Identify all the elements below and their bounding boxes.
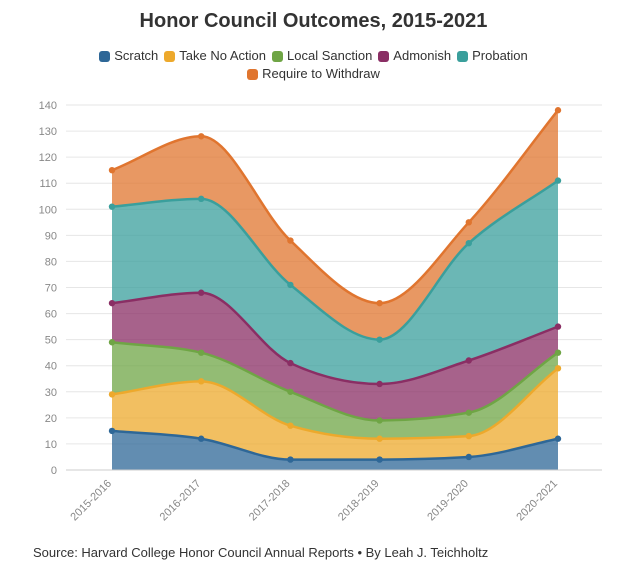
legend-swatch [272,50,284,62]
x-tick-label: 2019-2020 [425,478,471,524]
data-points [108,107,562,463]
data-point[interactable] [198,289,205,296]
y-tick-label: 100 [39,204,57,216]
area-series [112,110,558,470]
y-tick-label: 130 [39,126,57,138]
source-note: Source: Harvard College Honor Council An… [33,545,489,560]
x-tick-label: 2017-2018 [247,478,293,524]
data-point[interactable] [376,435,383,442]
data-point[interactable] [287,388,294,395]
data-point[interactable] [465,357,472,364]
data-point[interactable] [465,409,472,416]
data-point[interactable] [465,432,472,440]
y-tick-label: 120 [39,152,57,164]
y-tick-label: 0 [51,465,57,477]
data-point[interactable] [376,336,383,343]
chart-legend: Scratch Take No Action Local Sanction Admon… [40,48,587,82]
area-require-to-withdraw[interactable] [112,110,558,340]
legend-item[interactable]: Require to Withdraw [247,66,380,82]
line-local-sanction [111,341,559,422]
y-tick-label: 20 [45,413,57,425]
area-local-sanction[interactable] [112,342,558,439]
data-point[interactable] [287,456,294,463]
line-take-no-action [111,367,559,440]
line-scratch [111,429,559,461]
data-point[interactable] [554,365,562,372]
y-tick-label: 90 [45,230,57,242]
data-point[interactable] [108,427,116,435]
y-tick-label: 80 [45,256,57,268]
area-admonish[interactable] [112,292,558,421]
legend-label: Take No Action [179,48,267,63]
data-point[interactable] [465,219,472,226]
legend-label: Scratch [114,48,159,63]
y-tick-label: 30 [45,387,57,399]
data-point[interactable] [108,391,116,398]
legend-item[interactable]: Take No Action [164,48,266,64]
data-point[interactable] [198,195,205,203]
data-point[interactable] [287,281,294,289]
legend-swatch [378,50,390,62]
y-tick-label: 40 [45,361,57,373]
legend-swatch [457,50,469,62]
data-point[interactable] [554,349,562,356]
data-point[interactable] [465,239,472,247]
y-tick-label: 60 [45,309,57,321]
legend-label: Probation [472,48,528,63]
data-point[interactable] [554,435,562,442]
y-tick-label: 10 [45,439,57,451]
data-point[interactable] [108,339,116,346]
data-point[interactable] [376,299,383,307]
legend-item[interactable]: Probation [457,48,528,64]
y-tick-label: 50 [45,335,57,347]
data-point[interactable] [108,166,116,174]
legend-label: Local Sanction [287,48,373,63]
legend-label: Admonish [393,48,452,63]
data-point[interactable] [376,456,383,463]
chart-title: Honor Council Outcomes, 2015-2021 [139,10,488,32]
legend-swatch [164,50,176,62]
data-point[interactable] [198,349,205,356]
area-take-no-action[interactable] [112,368,558,460]
data-point[interactable] [108,299,116,307]
line-admonish [111,291,559,386]
data-point[interactable] [554,177,562,184]
y-tick-label: 110 [39,178,57,190]
legend-item[interactable]: Local Sanction [272,48,372,64]
x-tick-label: 2018-2019 [336,478,382,524]
x-tick-label: 2016-2017 [158,478,204,524]
data-point[interactable] [376,417,383,424]
legend-swatch [99,50,111,62]
data-point[interactable] [376,380,383,388]
area-probation[interactable] [112,180,558,384]
area-scratch[interactable] [112,430,558,470]
x-tick-label: 2020-2021 [514,478,560,524]
data-point[interactable] [465,453,472,461]
data-point[interactable] [287,422,294,429]
data-point[interactable] [198,378,205,385]
y-tick-label: 70 [45,283,57,295]
data-point[interactable] [554,107,562,114]
legend-item[interactable]: Admonish [378,48,451,64]
legend-label: Require to Withdraw [262,66,380,81]
y-tick-label: 140 [39,100,57,112]
x-tick-label: 2015-2016 [68,478,114,524]
data-point[interactable] [287,237,294,244]
data-point[interactable] [198,435,205,442]
data-point[interactable] [287,359,294,367]
data-point[interactable] [108,203,116,210]
legend-item[interactable]: Scratch [99,48,158,64]
data-point[interactable] [198,133,205,140]
legend-swatch [247,68,259,80]
data-point[interactable] [554,323,562,330]
